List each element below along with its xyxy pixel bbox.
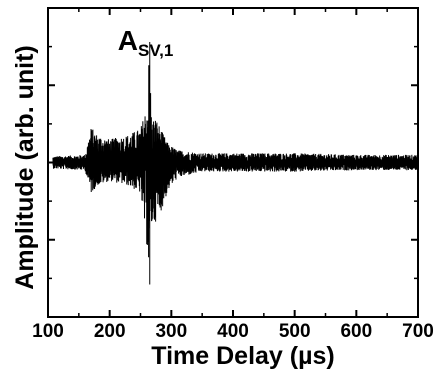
x-tick-label: 100 <box>32 321 64 342</box>
y-axis-title: Amplitude (arb. unit) <box>11 45 39 289</box>
x-tick-label: 500 <box>279 321 311 342</box>
peak-annotation: ASV,1 <box>118 25 174 60</box>
x-tick-label: 700 <box>402 321 434 342</box>
x-axis-title: Time Delay (µs) <box>151 342 334 370</box>
x-tick-label: 600 <box>340 321 372 342</box>
x-tick-label: 300 <box>155 321 187 342</box>
x-tick-label: 200 <box>94 321 126 342</box>
peak-annotation-main: A <box>118 25 138 56</box>
peak-annotation-subscript: SV,1 <box>138 41 173 60</box>
signal-trace <box>52 41 419 285</box>
x-tick-label: 400 <box>217 321 249 342</box>
